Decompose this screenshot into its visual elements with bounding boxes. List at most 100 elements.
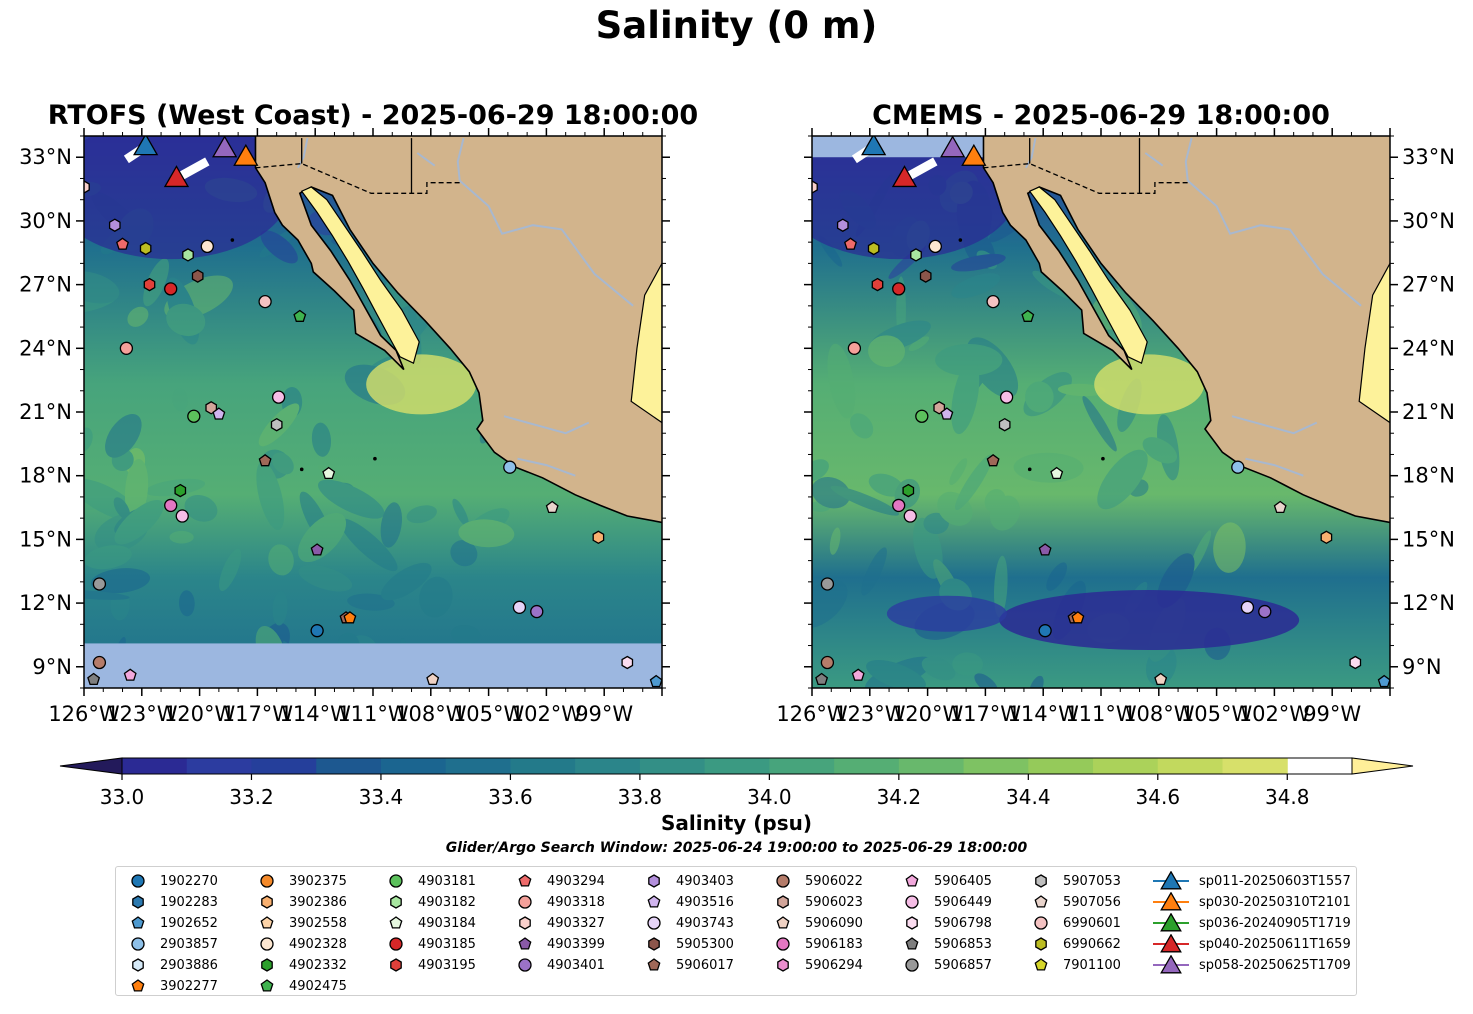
- legend-label: 4903318: [547, 894, 605, 910]
- legend-item: 1902270: [124, 871, 218, 891]
- colorbar-segment: [834, 758, 900, 774]
- float-marker: [258, 453, 272, 467]
- x-tick-label: 105°W: [1181, 702, 1253, 726]
- colorbar-segment: [898, 758, 965, 774]
- float-marker: [175, 509, 189, 523]
- search-window-note: Glider/Argo Search Window: 2025-06-24 19…: [445, 840, 1028, 856]
- high-salinity-region: [366, 354, 477, 415]
- legend-marker-icon: [518, 874, 532, 887]
- river: [1144, 152, 1164, 167]
- legend-label: 6990662: [1063, 936, 1121, 952]
- legend-marker-icon: [518, 958, 532, 972]
- legend-item: sp040-20250611T1659: [1151, 934, 1351, 954]
- float-marker: [426, 672, 440, 686]
- legend-marker-icon: [390, 895, 402, 909]
- legend-marker-icon: [647, 895, 661, 908]
- island: [299, 467, 304, 472]
- colorbar-tick-label: 33.8: [618, 785, 663, 809]
- float-marker: [191, 269, 204, 283]
- land-mass: [982, 136, 1390, 524]
- glider-marker: [233, 143, 259, 166]
- low-salinity-region: [999, 590, 1300, 651]
- legend-marker-icon: [1153, 934, 1189, 953]
- y-tick-label: 18°N: [19, 464, 72, 488]
- legend-label: 5906023: [805, 894, 863, 910]
- river: [459, 179, 634, 307]
- legend-item: 4903327: [511, 913, 605, 933]
- legend-item: 5906294: [769, 955, 863, 975]
- x-tick-label: 123°W: [106, 702, 178, 726]
- float-marker: [867, 241, 880, 256]
- legend-marker-icon: [131, 979, 145, 992]
- float-marker: [928, 239, 942, 254]
- y-tick-label: 33°N: [1402, 145, 1455, 169]
- colorbar-segment: [380, 758, 447, 774]
- y-tick-label: 15°N: [19, 527, 72, 551]
- legend-marker-icon: [261, 958, 273, 972]
- legend-item: 7901100: [1027, 955, 1121, 975]
- glider-marker: [940, 136, 966, 158]
- legend-item: sp030-20250310T2101: [1151, 892, 1351, 912]
- float-marker: [986, 453, 1000, 467]
- x-tick-label: 126°W: [776, 702, 848, 726]
- legend-label: 3902375: [289, 873, 347, 889]
- legend-item: 5907053: [1027, 871, 1121, 891]
- float-marker: [902, 483, 915, 498]
- legend-item: 6990601: [1027, 913, 1121, 933]
- float-marker: [92, 577, 107, 591]
- legend-marker-icon: [389, 916, 403, 929]
- y-tick-label: 9°N: [1402, 655, 1442, 679]
- gulf-of-california: [1028, 186, 1148, 365]
- legend-marker-icon: [1153, 892, 1189, 911]
- colorbar-frame: [121, 757, 1353, 775]
- low-salinity-region: [84, 136, 291, 260]
- colorbar-segment: [1093, 758, 1159, 774]
- float-marker: [119, 341, 134, 355]
- colorbar-label: Salinity (psu): [660, 811, 812, 835]
- figure-title: Salinity (0 m): [595, 4, 878, 47]
- legend-item: 4903516: [640, 892, 734, 912]
- political-border: [255, 162, 460, 194]
- legend-item: 5906853: [898, 934, 992, 954]
- legend-label: sp058-20250625T1709: [1199, 957, 1351, 973]
- no-data-area: [84, 643, 662, 688]
- legend-marker-icon: [776, 916, 790, 929]
- legend-marker-icon: [260, 979, 274, 992]
- float-marker: [871, 277, 884, 292]
- legend-item: 3902277: [124, 976, 218, 996]
- legend-label: 4903401: [547, 957, 605, 973]
- island: [373, 456, 377, 461]
- legend-item: 1902283: [124, 892, 218, 912]
- colorbar-segment: [639, 758, 706, 774]
- float-marker: [1050, 466, 1064, 480]
- float-marker: [123, 668, 137, 681]
- float-marker: [164, 498, 178, 513]
- low-salinity-region: [812, 136, 1019, 260]
- legend-label: 4903516: [676, 894, 734, 910]
- river: [517, 457, 576, 477]
- legend-marker-icon: [389, 874, 403, 888]
- y-tick-label: 30°N: [1402, 209, 1455, 233]
- legend-item: 4903181: [382, 871, 476, 891]
- float-marker: [892, 498, 906, 513]
- x-tick-label: 108°W: [395, 702, 467, 726]
- legend-item: 5906449: [898, 892, 992, 912]
- legend-label: 5906090: [805, 915, 863, 931]
- float-marker: [847, 341, 862, 355]
- float-marker: [1349, 655, 1362, 670]
- rtofs-map-panel: 126°W123°W120°W117°W114°W111°W108°W105°W…: [19, 128, 670, 726]
- legend-item: 4903294: [511, 871, 605, 891]
- float-marker: [1071, 611, 1085, 624]
- colorbar-segment: [251, 758, 317, 774]
- legend-label: 5906022: [805, 873, 863, 889]
- float-marker: [116, 237, 129, 250]
- x-tick-label: 120°W: [892, 702, 964, 726]
- x-tick-label: 120°W: [164, 702, 236, 726]
- island: [230, 238, 235, 242]
- y-tick-label: 21°N: [19, 400, 72, 424]
- y-tick-label: 9°N: [32, 655, 72, 679]
- float-marker: [200, 239, 214, 254]
- float-marker: [87, 672, 101, 686]
- x-tick-label: 126°W: [48, 702, 120, 726]
- legend-item: 5906022: [769, 871, 863, 891]
